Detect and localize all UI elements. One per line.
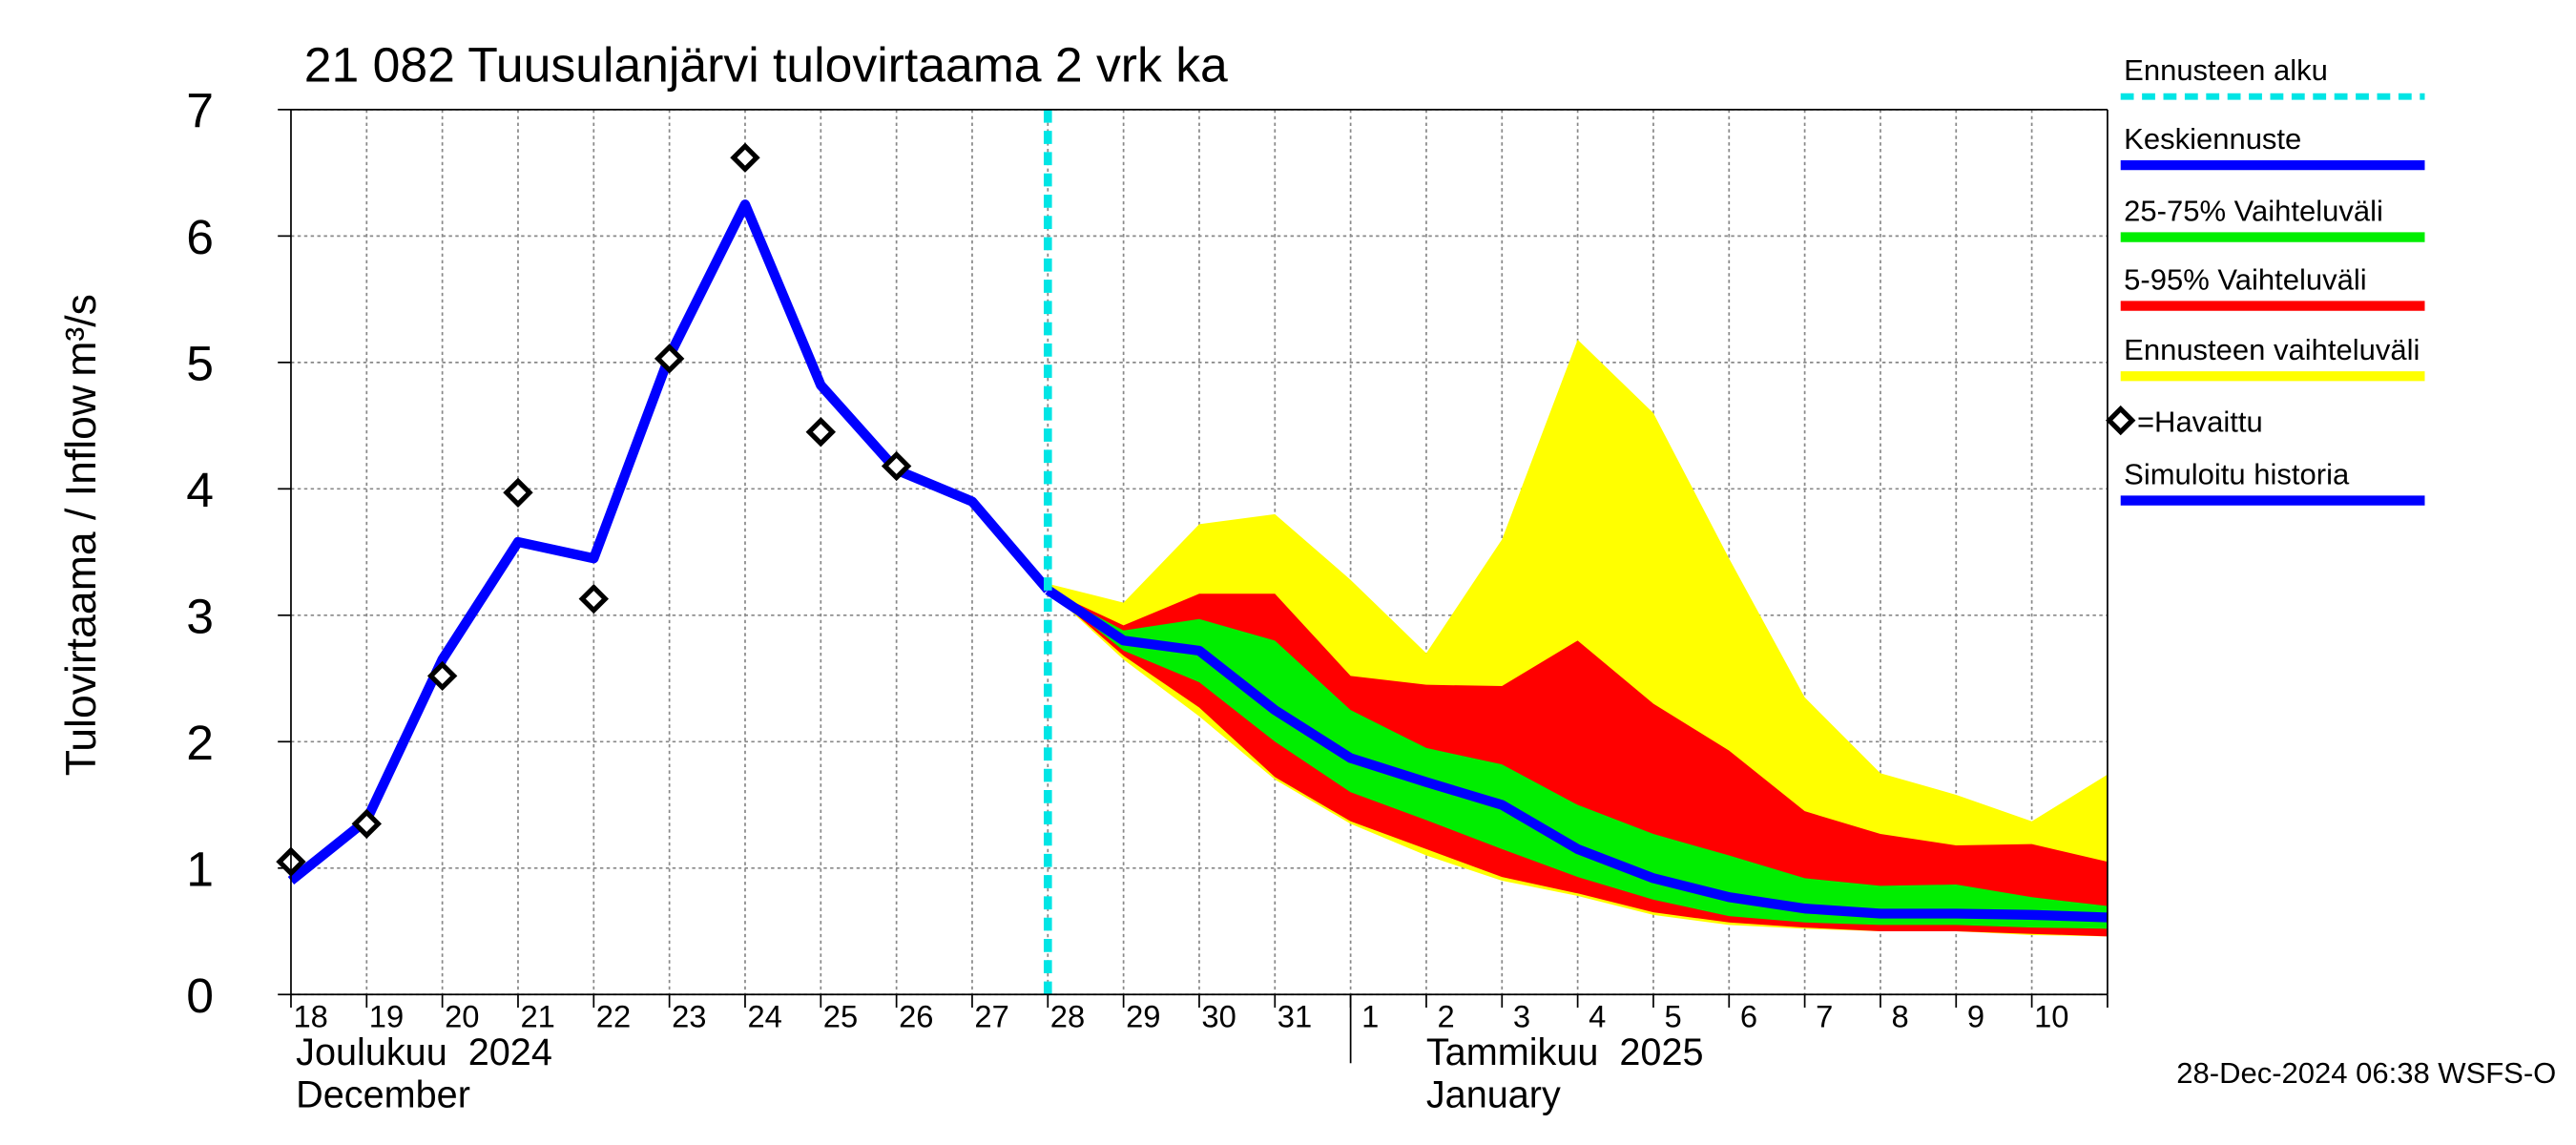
x-tick-label: 3	[1513, 999, 1530, 1034]
y-tick-label: 5	[186, 336, 214, 391]
observed-marker	[351, 808, 383, 840]
x-tick-label: 6	[1740, 999, 1757, 1034]
legend-label: Keskiennuste	[2124, 122, 2301, 156]
month-label-en: January	[1426, 1074, 1561, 1116]
observed-marker	[503, 477, 533, 508]
x-tick-label: 28	[1050, 999, 1085, 1034]
x-tick-label: 27	[974, 999, 1008, 1034]
legend-label: 5-95% Vaihteluväli	[2124, 262, 2366, 296]
x-tick-label: 22	[596, 999, 631, 1034]
observed-marker	[881, 450, 912, 482]
y-tick-label: 2	[186, 715, 214, 770]
month-label: Joulukuu 2024	[296, 1031, 552, 1073]
legend-marker	[2106, 405, 2136, 436]
x-tick-label: 2	[1438, 999, 1455, 1034]
y-tick-label: 3	[186, 589, 214, 644]
month-label: Tammikuu 2025	[1426, 1031, 1704, 1073]
legend-label: Ennusteen vaihteluväli	[2124, 333, 2420, 366]
x-tick-label: 10	[2034, 999, 2068, 1034]
y-tick-label: 1	[186, 842, 214, 897]
x-tick-label: 30	[1201, 999, 1236, 1034]
x-tick-label: 9	[1967, 999, 1984, 1034]
x-tick-label: 7	[1816, 999, 1833, 1034]
observed-marker	[578, 583, 610, 614]
y-tick-label: 4	[186, 462, 214, 517]
y-axis-unit: m³/s	[58, 294, 105, 377]
y-tick-label: 7	[186, 83, 214, 138]
legend-label: Ennusteen alku	[2124, 53, 2328, 87]
x-tick-label: 1	[1361, 999, 1379, 1034]
legend-label: =Havaittu	[2137, 406, 2263, 439]
line	[1045, 586, 2109, 923]
x-tick-label: 5	[1665, 999, 1682, 1034]
x-tick-label: 31	[1278, 999, 1312, 1034]
month-label-en: December	[296, 1074, 470, 1116]
x-tick-label: 25	[823, 999, 858, 1034]
observed-marker	[730, 142, 760, 173]
x-tick-label: 29	[1126, 999, 1160, 1034]
observed-marker	[426, 660, 458, 692]
x-tick-label: 18	[293, 999, 327, 1034]
footer: 28-Dec-2024 06:38 WSFS-O	[2176, 1056, 2556, 1090]
y-axis-label: Tulovirtaama / Inflow	[58, 385, 105, 776]
x-tick-label: 26	[899, 999, 933, 1034]
x-tick-label: 23	[672, 999, 706, 1034]
x-tick-label: 19	[369, 999, 404, 1034]
band	[1048, 590, 2108, 929]
chart-title: 21 082 Tuusulanjärvi tulovirtaama 2 vrk …	[304, 37, 1228, 93]
legend-label: 25-75% Vaihteluväli	[2124, 194, 2383, 227]
observed-marker	[805, 417, 837, 448]
x-tick-label: 4	[1589, 999, 1606, 1034]
y-tick-label: 6	[186, 209, 214, 264]
x-tick-label: 20	[445, 999, 479, 1034]
observed-marker	[654, 344, 685, 374]
y-tick-label: 0	[186, 968, 214, 1023]
legend-label: Simuloitu historia	[2124, 457, 2350, 490]
x-tick-label: 24	[747, 999, 781, 1034]
x-tick-label: 21	[520, 999, 554, 1034]
x-tick-label: 8	[1892, 999, 1909, 1034]
